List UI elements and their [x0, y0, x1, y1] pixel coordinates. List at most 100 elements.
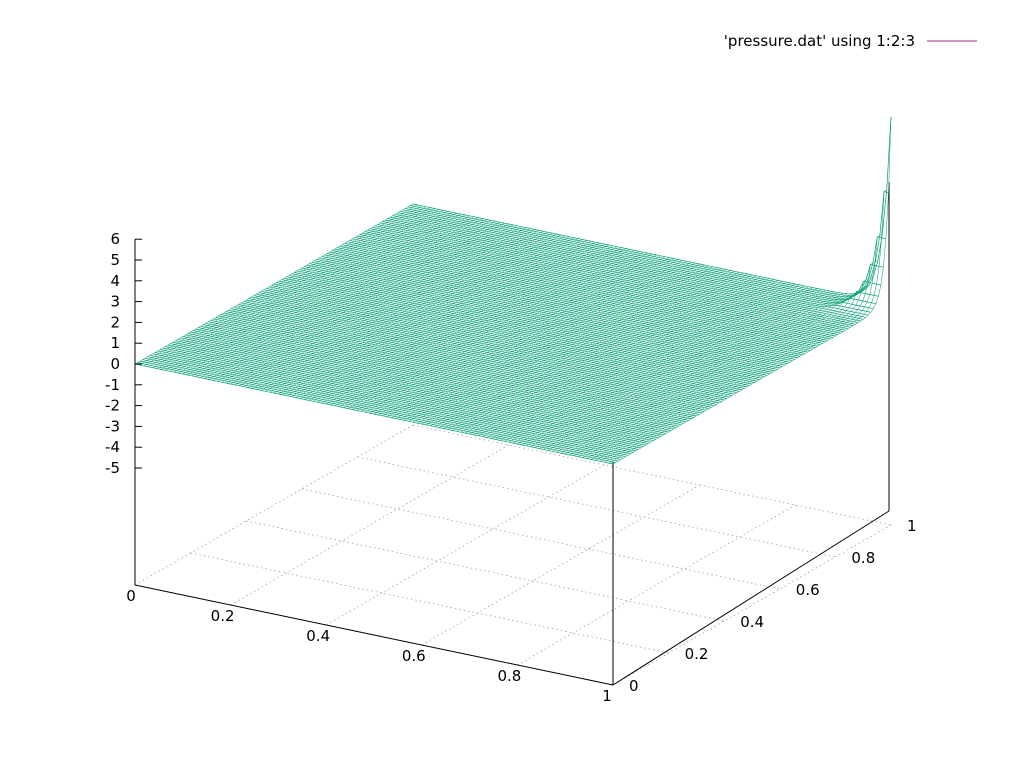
surface-column-line: [578, 293, 857, 457]
y-tick-label: 1: [907, 517, 917, 535]
surface-column-line: [569, 293, 848, 456]
surface-column-line: [347, 248, 627, 409]
surface-column-line: [391, 257, 670, 418]
surface-column-line: [404, 260, 683, 421]
surface-column-line: [499, 280, 779, 441]
surface-column-line: [182, 213, 461, 375]
y-tick-label: 0.2: [685, 645, 709, 663]
floor-grid: [134, 424, 892, 686]
surface-column-line: [195, 216, 474, 377]
surface-column-line: [608, 189, 887, 464]
surface-column-line: [425, 264, 705, 426]
surface-column-line: [339, 246, 618, 407]
surface-column-line: [525, 285, 805, 447]
surface-column-line: [582, 291, 861, 458]
surface-column-line: [278, 233, 557, 395]
z-tick-label: 5: [110, 251, 120, 269]
surface-column-line: [295, 237, 574, 398]
z-tick-label: 4: [110, 272, 120, 290]
surface-column-line: [191, 215, 470, 377]
surface-column-line: [599, 259, 879, 462]
surface-column-line: [226, 222, 505, 384]
surface-column-line: [213, 220, 492, 381]
surface-column-line: [147, 206, 427, 367]
surface-column-line: [299, 238, 579, 399]
surface-column-line: [334, 245, 614, 407]
surface-column-line: [543, 289, 822, 450]
surface-column-line: [217, 221, 496, 382]
surface-column-line: [517, 283, 796, 445]
grid-line-x: [421, 484, 700, 646]
surface-column-line: [604, 233, 883, 463]
x-tick-label: 0.2: [211, 607, 235, 625]
surface-column-line: [504, 281, 783, 442]
surface-column-line: [356, 250, 635, 411]
y-tick-label: 0: [629, 677, 639, 695]
surface-column-line: [360, 251, 640, 412]
surface-column-line: [330, 244, 609, 406]
grid-line-y: [246, 520, 725, 622]
surface-column-line: [204, 218, 483, 379]
surface-column-line: [530, 286, 809, 447]
grid-line-y: [412, 424, 892, 526]
surface-column-line: [612, 116, 892, 465]
x-tick-label: 1: [602, 687, 612, 705]
surface-column-line: [447, 269, 727, 430]
surface-column-line: [439, 267, 718, 428]
surface-column-line: [534, 287, 813, 448]
surface-column-line: [365, 251, 644, 413]
z-tick-label: 6: [110, 230, 120, 248]
surface-column-line: [495, 279, 774, 440]
z-tick-label: -5: [105, 459, 120, 477]
surface-column-line: [486, 277, 766, 438]
surface-column-line: [399, 259, 679, 420]
surface-column-line: [473, 274, 753, 436]
axes: [134, 182, 890, 686]
grid-line-x: [134, 424, 414, 586]
surface-column-line: [434, 266, 713, 427]
surface-column-line: [178, 212, 457, 374]
surface-column-line: [200, 217, 479, 378]
surface-column-line: [247, 227, 527, 388]
tick-labels: 6543210-1-2-3-4-500.20.40.60.8100.20.40.…: [105, 230, 917, 705]
surface-column-line: [239, 225, 518, 387]
surface-column-line: [430, 265, 709, 427]
surface-column-line: [208, 219, 488, 380]
x-tick-label: 0.8: [497, 667, 521, 685]
surface-column-line: [482, 276, 761, 437]
surface-column-line: [291, 236, 570, 397]
z-tick-label: 2: [110, 313, 120, 331]
grid-line-x: [230, 444, 509, 606]
surface-column-line: [465, 272, 744, 434]
surface-column-line: [460, 271, 740, 433]
surface-column-line: [412, 261, 692, 423]
surface-row-line: [412, 116, 892, 295]
surface-column-line: [273, 232, 553, 394]
surface-column-line: [552, 290, 831, 452]
surface-column-line: [139, 204, 418, 366]
surface-column-line: [512, 282, 792, 444]
surface-column-line: [382, 255, 661, 417]
legend-label: 'pressure.dat' using 1:2:3: [724, 32, 915, 50]
surface-column-line: [591, 284, 870, 460]
surface-column-line: [173, 211, 453, 373]
surface-column-line: [169, 211, 448, 372]
surface-column-line: [386, 256, 666, 417]
surface-column-line: [260, 230, 540, 391]
surface-column-line: [134, 203, 414, 365]
surface-column-line: [491, 278, 770, 439]
x-tick-label: 0.6: [402, 647, 426, 665]
surface-column-line: [469, 273, 748, 435]
grid-line-x: [612, 524, 892, 686]
surface-column-line: [243, 226, 522, 387]
y-tick-label: 0.8: [851, 549, 875, 567]
z-tick-label: -4: [105, 438, 120, 456]
surface-column-line: [421, 263, 700, 425]
surface-column-line: [221, 221, 501, 383]
surface-column-line: [186, 214, 466, 376]
grid-line-y: [190, 552, 669, 654]
surface-column-line: [456, 271, 735, 432]
surface-column-line: [595, 275, 874, 461]
z-tick-label: 3: [110, 293, 120, 311]
